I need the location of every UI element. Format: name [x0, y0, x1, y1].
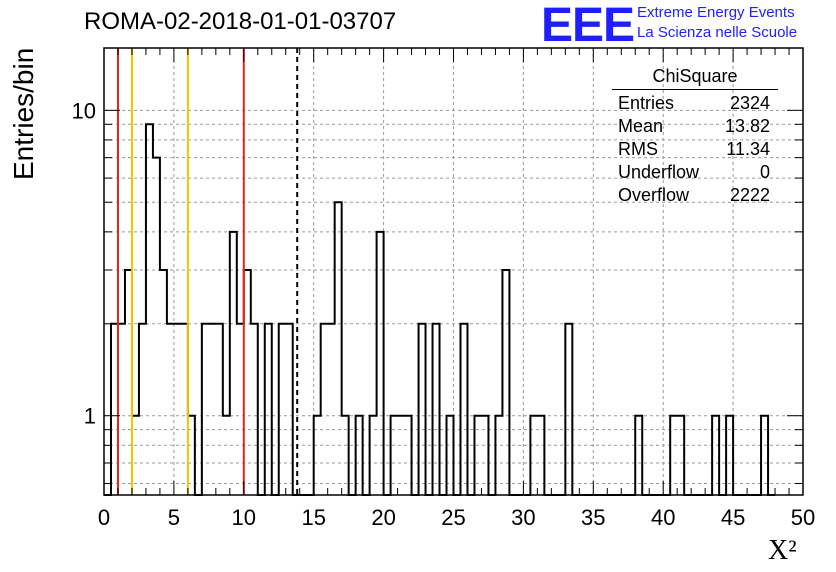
x-tick-label: 40 [651, 505, 675, 530]
y-tick-label: 10 [72, 98, 96, 123]
eee-logo-mark: EEE [541, 0, 635, 52]
stats-value: 13.82 [724, 116, 770, 136]
stats-box: ChiSquare Entries 2324 Mean 13.82 RMS 11.34 Un… [612, 66, 778, 207]
x-tick-label: 20 [371, 505, 395, 530]
eee-logo-line1: Extreme Energy Events [637, 4, 795, 21]
x-tick-label: 10 [232, 505, 256, 530]
x-tick-label: 50 [791, 505, 815, 530]
x-tick-label: 5 [168, 505, 180, 530]
x-tick-label: 0 [98, 505, 110, 530]
x-axis-label: X² [768, 535, 797, 566]
stats-label: Entries [618, 93, 675, 113]
eee-logo-line2: La Scienza nelle Scuole [637, 24, 798, 41]
stats-title: ChiSquare [612, 66, 778, 90]
stats-value: 2324 [729, 93, 770, 113]
stats-label: Overflow [618, 185, 690, 205]
x-tick-label: 35 [581, 505, 605, 530]
x-tick-label: 30 [511, 505, 535, 530]
x-tick-label: 25 [441, 505, 465, 530]
stats-value: 11.34 [726, 139, 770, 159]
stats-row: RMS 11.34 [612, 138, 778, 161]
stats-row: Overflow 2222 [612, 184, 778, 207]
stats-row: Entries 2324 [612, 92, 778, 115]
stats-label: Underflow [618, 162, 700, 182]
stats-value: 0 [759, 162, 770, 182]
x-tick-label: 45 [721, 505, 745, 530]
stats-row: Mean 13.82 [612, 115, 778, 138]
stats-rows: Entries 2324 Mean 13.82 RMS 11.34 Underflow 0 Ov… [612, 92, 778, 207]
stats-value: 2222 [729, 185, 770, 205]
chart-title: ROMA-02-2018-01-01-03707 [84, 8, 397, 35]
x-tick-label: 15 [301, 505, 325, 530]
stats-label: RMS [618, 139, 658, 159]
eee-logo: EEE Extreme Energy Events La Scienza nel… [541, 0, 831, 52]
stats-label: Mean [618, 116, 664, 136]
y-tick-label: 1 [84, 404, 96, 429]
stats-row: Underflow 0 [612, 161, 778, 184]
